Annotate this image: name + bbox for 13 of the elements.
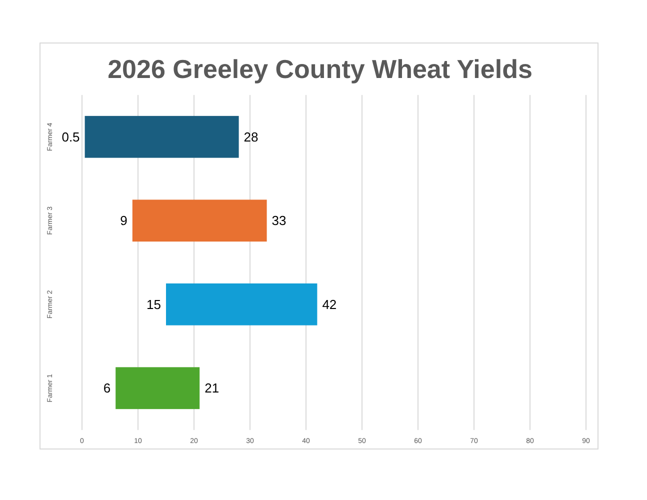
annotation: 28 bbox=[244, 129, 258, 144]
bar bbox=[116, 367, 200, 410]
bar bbox=[132, 200, 267, 242]
bar bbox=[166, 283, 318, 326]
annotation: 21 bbox=[204, 380, 220, 396]
annotation: 15 bbox=[146, 296, 161, 312]
annotation: 42 bbox=[322, 296, 337, 312]
chart-title: 2026 Greeley County Wheat Yields bbox=[108, 54, 532, 84]
annotation: 6 bbox=[103, 380, 111, 396]
annotation: 33 bbox=[272, 213, 286, 228]
annotation: 9 bbox=[120, 213, 128, 228]
bar bbox=[84, 116, 239, 158]
annotation: 0.5 bbox=[62, 129, 80, 144]
